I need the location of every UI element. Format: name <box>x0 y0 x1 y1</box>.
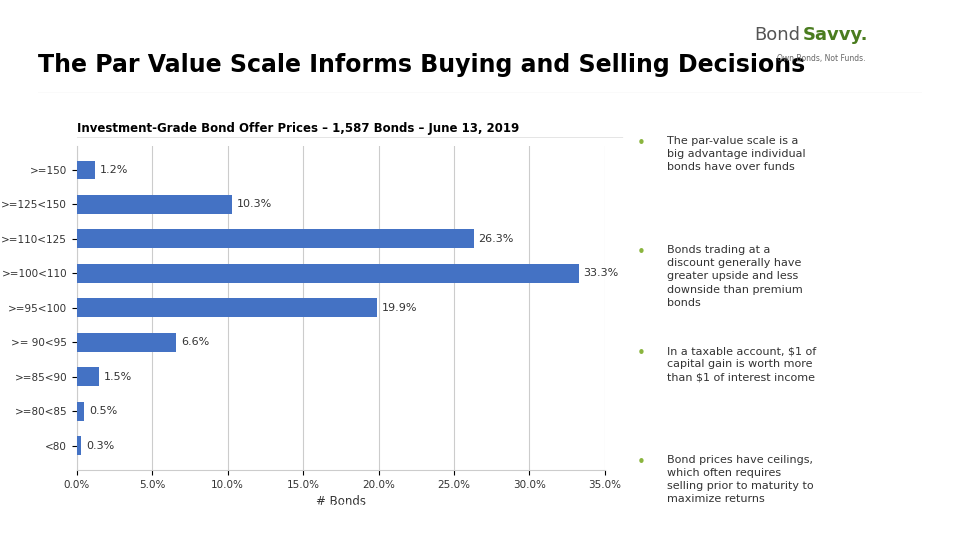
Text: 33.3%: 33.3% <box>584 268 619 278</box>
X-axis label: # Bonds: # Bonds <box>316 495 366 508</box>
Text: 0.3%: 0.3% <box>85 441 114 450</box>
Text: 0.5%: 0.5% <box>89 406 117 416</box>
Bar <box>77 436 82 455</box>
Bar <box>77 298 377 318</box>
Text: 1.2%: 1.2% <box>100 165 128 175</box>
Text: 6.6%: 6.6% <box>180 338 209 347</box>
Text: Investment-Grade Bond Offer Prices – 1,587 Bonds – June 13, 2019: Investment-Grade Bond Offer Prices – 1,5… <box>77 122 519 136</box>
Text: •: • <box>637 245 646 260</box>
Text: 10.3%: 10.3% <box>237 199 272 210</box>
Text: The Par Value Scale Informs Buying and Selling Decisions: The Par Value Scale Informs Buying and S… <box>38 53 805 77</box>
Text: •: • <box>637 455 646 470</box>
Text: The par-value scale is a
big advantage individual
bonds have over funds: The par-value scale is a big advantage i… <box>667 136 805 172</box>
Text: Bonds trading at a
discount generally have
greater upside and less
downside than: Bonds trading at a discount generally ha… <box>667 245 803 308</box>
Text: 26.3%: 26.3% <box>478 234 514 244</box>
Text: * Investment-grade corporate bond search conducted June 13, 2019 on Fidelity.com: * Investment-grade corporate bond search… <box>19 502 624 522</box>
Text: 19.9%: 19.9% <box>381 303 417 313</box>
Text: 26: 26 <box>918 508 935 521</box>
Text: In a taxable account, $1 of
capital gain is worth more
than $1 of interest incom: In a taxable account, $1 of capital gain… <box>667 346 816 382</box>
Bar <box>77 333 177 352</box>
Bar <box>77 230 473 248</box>
Text: •: • <box>637 136 646 151</box>
Text: •: • <box>637 346 646 361</box>
Text: 1.5%: 1.5% <box>104 372 132 382</box>
Bar <box>77 160 95 179</box>
Bar <box>77 195 232 214</box>
Text: Bond: Bond <box>754 25 800 44</box>
Bar <box>77 367 100 386</box>
Text: Bond prices have ceilings,
which often requires
selling prior to maturity to
max: Bond prices have ceilings, which often r… <box>667 455 813 504</box>
Bar <box>77 402 84 421</box>
Text: Own Bonds, Not Funds.: Own Bonds, Not Funds. <box>777 55 865 64</box>
Text: Savvy.: Savvy. <box>803 25 868 44</box>
Bar <box>77 264 579 283</box>
